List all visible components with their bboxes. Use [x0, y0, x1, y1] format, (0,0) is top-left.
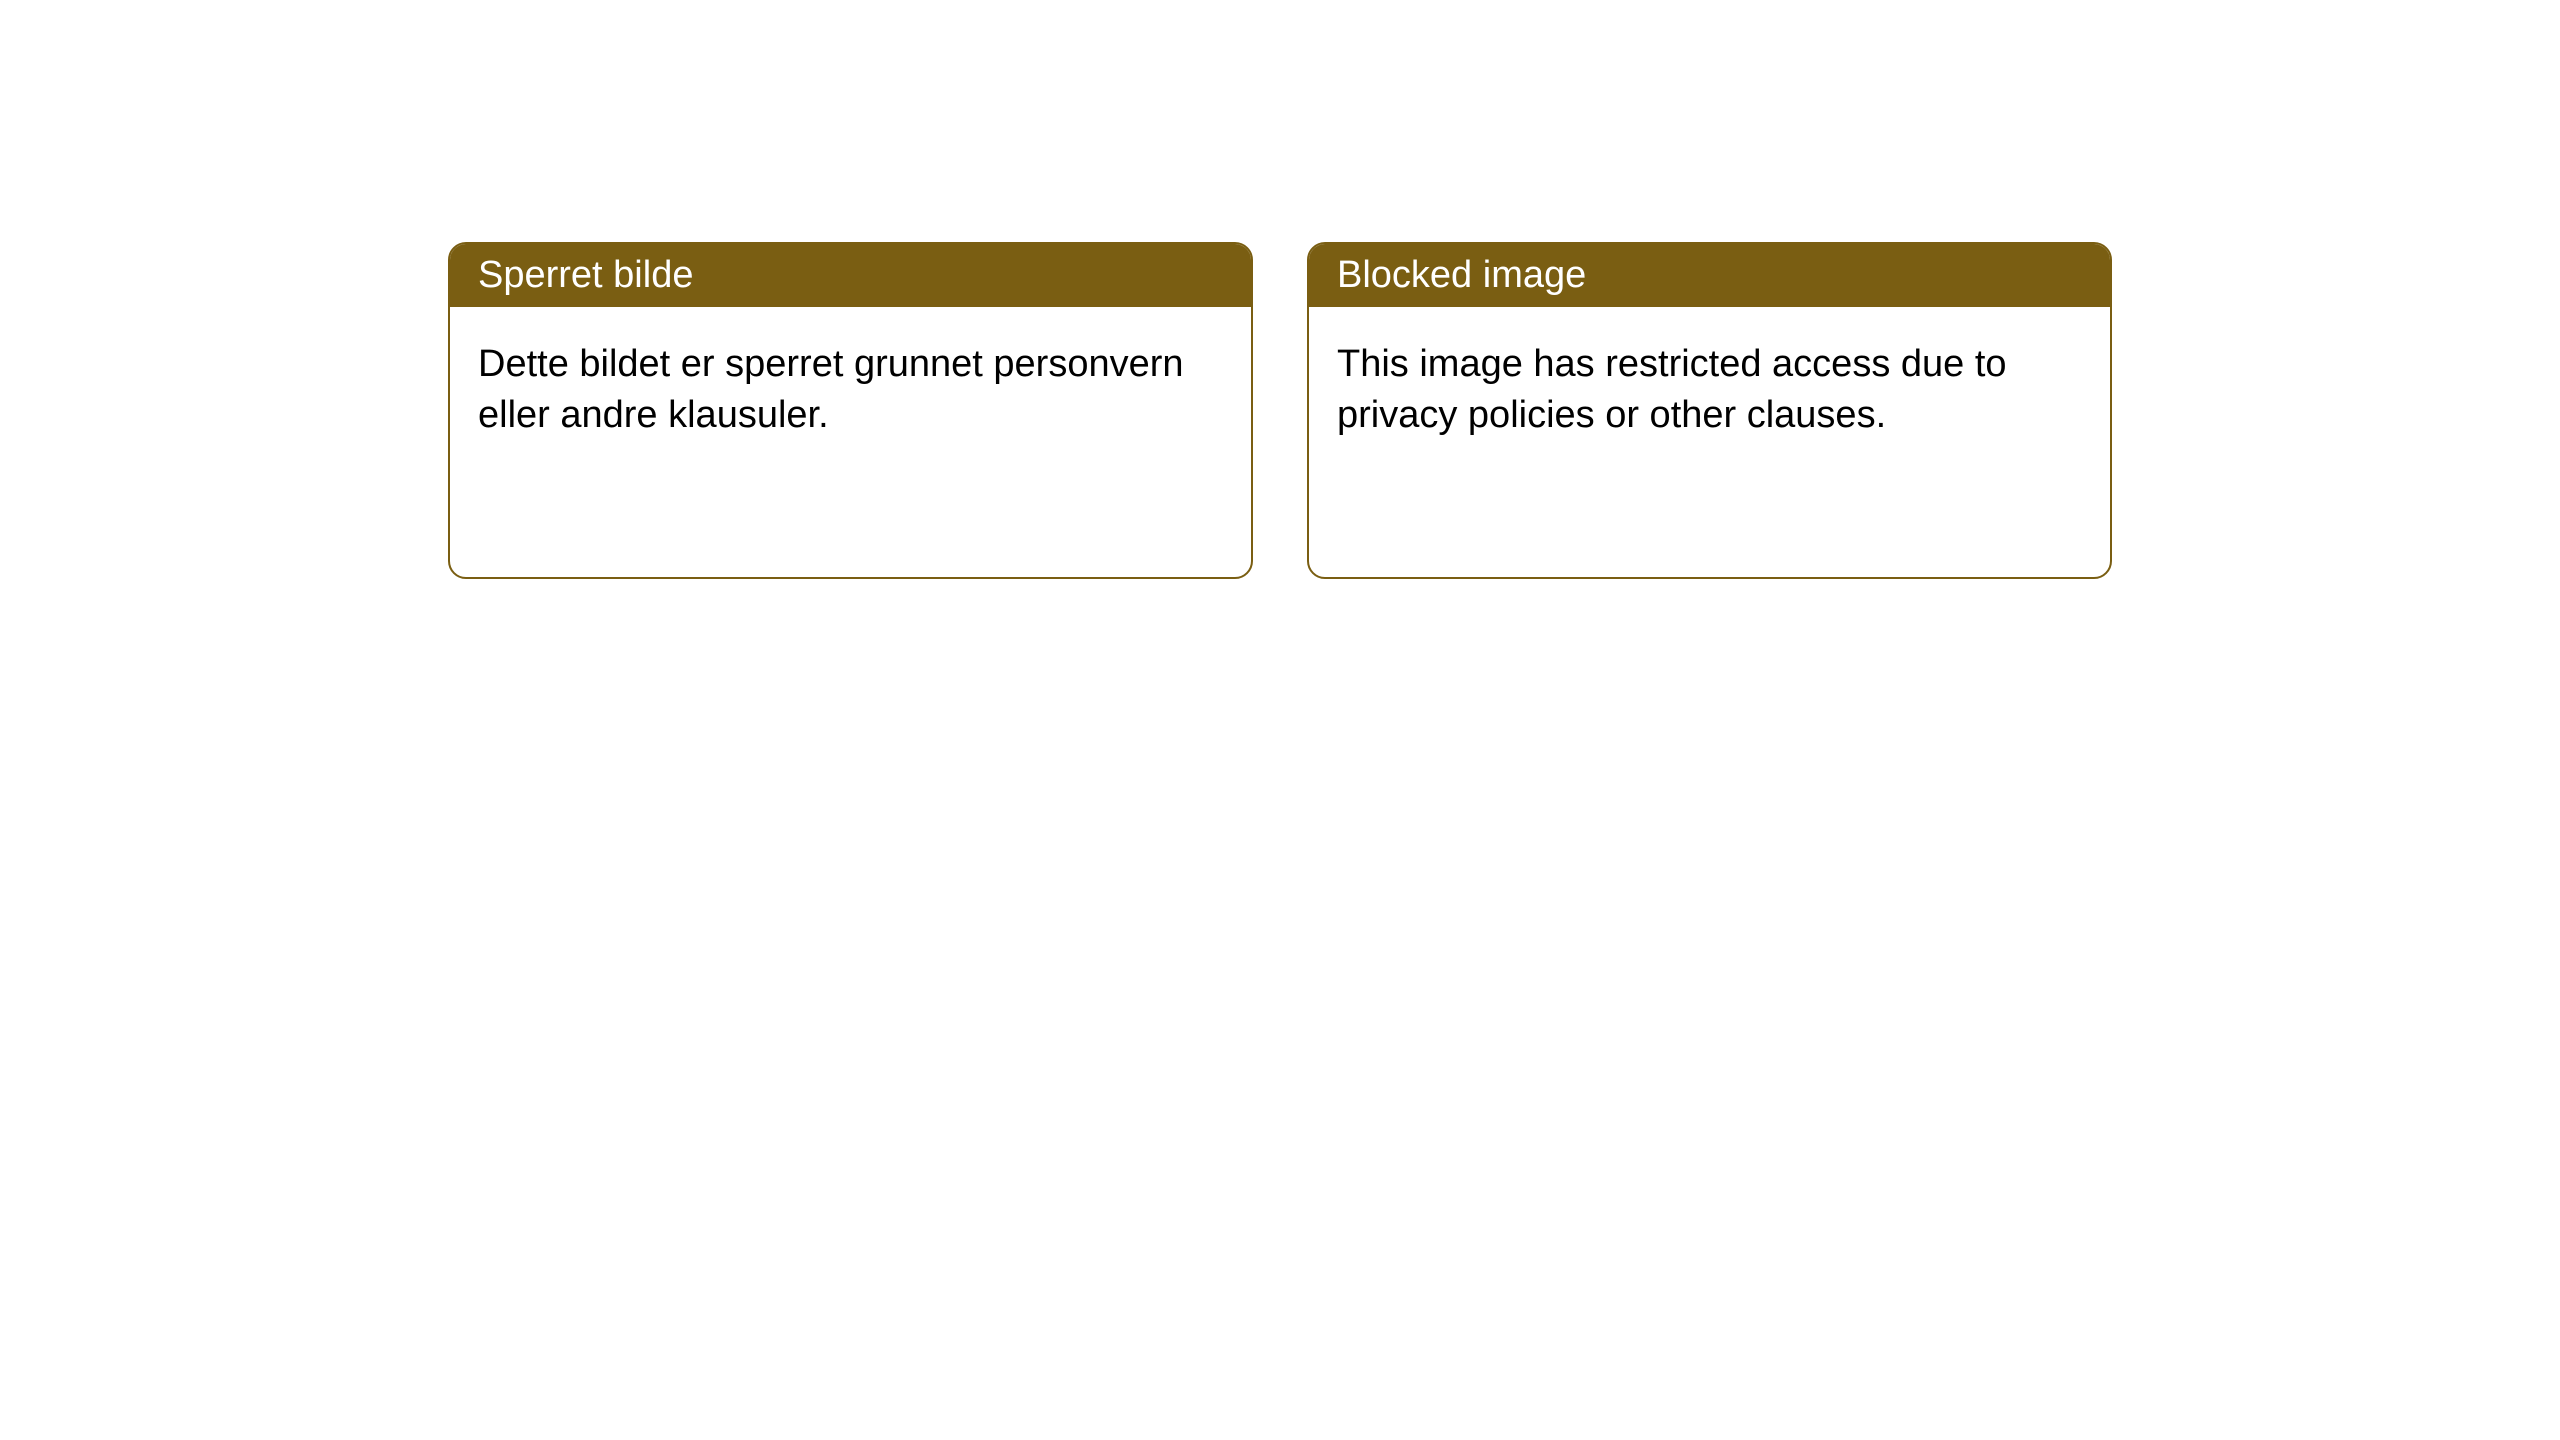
- notice-card-message: This image has restricted access due to …: [1337, 343, 2007, 436]
- notice-card-title: Blocked image: [1337, 254, 1586, 296]
- notice-card-english: Blocked image This image has restricted …: [1307, 242, 2112, 579]
- notice-card-body: This image has restricted access due to …: [1309, 307, 2110, 474]
- notice-card-header: Sperret bilde: [450, 244, 1251, 307]
- notice-card-body: Dette bildet er sperret grunnet personve…: [450, 307, 1251, 474]
- notice-container: Sperret bilde Dette bildet er sperret gr…: [0, 0, 2560, 579]
- notice-card-title: Sperret bilde: [478, 254, 693, 296]
- notice-card-message: Dette bildet er sperret grunnet personve…: [478, 343, 1184, 436]
- notice-card-norwegian: Sperret bilde Dette bildet er sperret gr…: [448, 242, 1253, 579]
- notice-card-header: Blocked image: [1309, 244, 2110, 307]
